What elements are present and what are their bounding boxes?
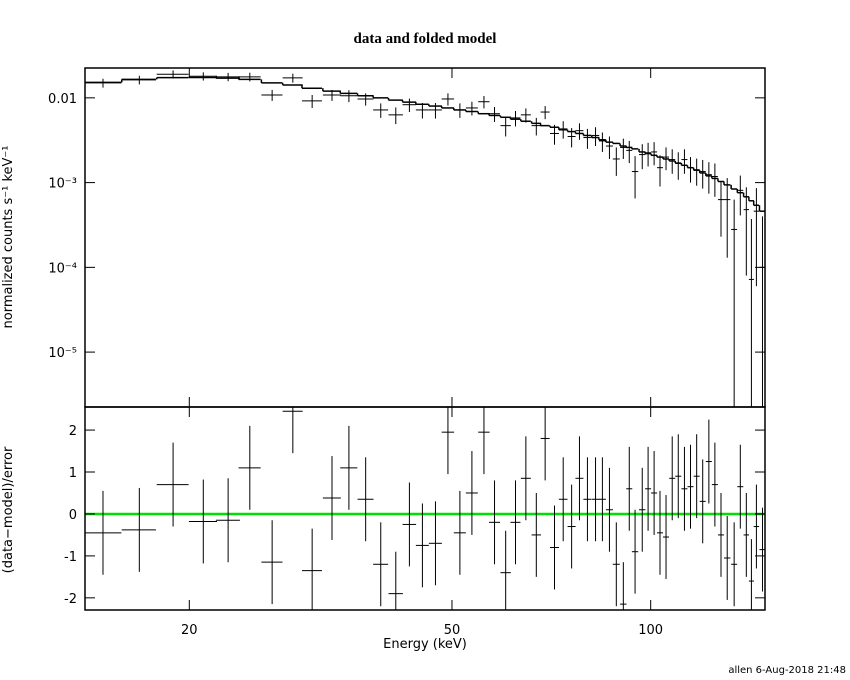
y-tick-label: 1 bbox=[69, 466, 77, 481]
axes: 0.01 10⁻³ 10⁻⁴ 10⁻⁵ -2 -1 0 1 2 20 50 100 bbox=[48, 67, 766, 638]
y-tick-label: 10⁻³ bbox=[48, 177, 77, 192]
plot-area bbox=[85, 70, 765, 407]
y-tick-label: -2 bbox=[64, 592, 77, 607]
x-tick-label: 100 bbox=[638, 623, 663, 638]
panel-frame bbox=[84, 67, 766, 408]
y-tick-label: 10⁻⁵ bbox=[48, 346, 77, 361]
x-axis-label: Energy (keV) bbox=[383, 637, 467, 652]
plot-area bbox=[85, 407, 765, 610]
chart-title: data and folded model bbox=[354, 31, 497, 47]
panel-frame bbox=[84, 406, 766, 611]
y-tick-label: 0.01 bbox=[48, 92, 77, 107]
y-axis-label: normalized counts s⁻¹ keV⁻¹ bbox=[1, 146, 16, 329]
x-tick-label: 20 bbox=[181, 623, 198, 638]
y-axis-label: (data−model)/error bbox=[1, 446, 16, 573]
y-tick-label: 2 bbox=[69, 424, 77, 439]
y-tick-label: -1 bbox=[64, 550, 77, 565]
x-tick-label: 50 bbox=[444, 623, 461, 638]
y-tick-label: 0 bbox=[69, 508, 77, 523]
y-tick-label: 10⁻⁴ bbox=[48, 261, 77, 276]
footer: allen 6-Aug-2018 21:48 bbox=[728, 665, 846, 676]
